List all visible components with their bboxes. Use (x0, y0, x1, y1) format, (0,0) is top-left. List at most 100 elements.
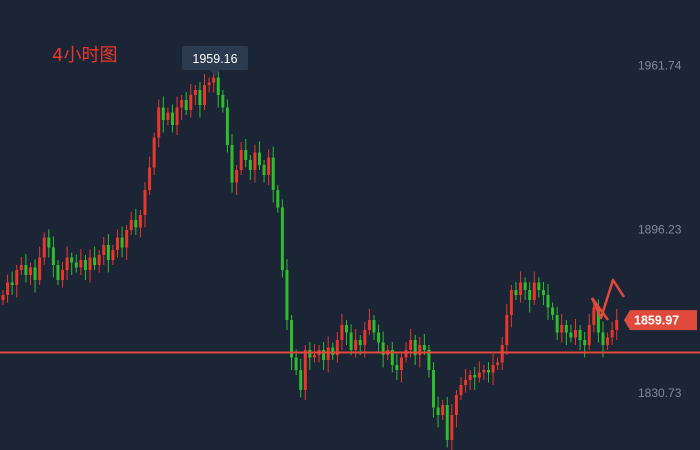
peak-tooltip-box (182, 46, 248, 70)
candle-body (280, 207, 284, 270)
candle-body (248, 160, 252, 170)
candle-body (180, 100, 184, 108)
candle-body (6, 282, 10, 295)
candle-body (587, 325, 591, 345)
candle-body (363, 330, 367, 345)
candle-body (184, 100, 188, 110)
candle-body (152, 137, 156, 168)
candle-body (134, 220, 138, 228)
candle-body (157, 107, 161, 138)
peak-tooltip: 1959.16 (182, 46, 248, 76)
candle-body (432, 370, 436, 408)
candle-body (399, 357, 403, 370)
current-price-box (624, 310, 697, 331)
candle-body (56, 265, 60, 280)
candle-body (358, 340, 362, 345)
candle-body (537, 282, 541, 290)
candle-body (138, 215, 142, 228)
candle-body (418, 345, 422, 355)
candle-body (610, 330, 614, 338)
candle-body (601, 332, 605, 345)
candle-body (390, 350, 394, 365)
candle-body (111, 250, 115, 260)
candle-body (331, 347, 335, 355)
candle-body (326, 347, 330, 360)
candle-body (148, 167, 152, 190)
candle-body (409, 340, 413, 350)
candle-body (221, 95, 225, 108)
candle-body (175, 107, 179, 125)
candle-body (51, 247, 55, 265)
candle-body (312, 355, 316, 358)
candle-body (193, 90, 197, 95)
candle-body (441, 405, 445, 415)
candle-body (459, 385, 463, 395)
candle-body (161, 107, 165, 120)
candle-body (606, 337, 610, 345)
candle-body (523, 282, 527, 290)
candle-body (486, 370, 490, 373)
candle-body (583, 340, 587, 345)
candle-body (569, 332, 573, 338)
peak-value-label: 1959.16 (192, 52, 237, 66)
candle-body (546, 295, 550, 308)
candle-body (514, 290, 518, 295)
candle-body (230, 145, 234, 183)
candle-body (93, 257, 97, 265)
candle-body (322, 350, 326, 360)
candle-body (404, 350, 408, 358)
peak-tooltip-pointer (210, 70, 220, 76)
candle-body (189, 95, 193, 110)
candle-body (308, 350, 312, 358)
candle-body (491, 365, 495, 373)
candle-body (560, 325, 564, 333)
candle-body (116, 237, 119, 250)
candle-body (79, 260, 83, 268)
candle-body (294, 357, 298, 370)
candle-body (1, 295, 5, 300)
candle-body (367, 320, 371, 330)
candle-body (28, 267, 32, 275)
candle-body (106, 245, 110, 260)
candle-body (596, 307, 600, 333)
candle-body (381, 342, 385, 355)
candle-body (354, 340, 358, 350)
candle-body (207, 82, 211, 85)
candle-body (285, 270, 289, 320)
projection-zigzag (590, 278, 626, 320)
candle-body (74, 262, 78, 268)
candle-body (125, 230, 129, 248)
candle-body (528, 290, 532, 300)
candle-body (19, 265, 23, 270)
candle-body (413, 340, 417, 355)
candle-body (47, 237, 51, 248)
candle-body (468, 375, 472, 380)
candle-body (335, 340, 339, 355)
y-tick-label-middle: 1896.23 (638, 222, 682, 236)
projection-arrow (590, 297, 610, 321)
candle-body (65, 257, 69, 270)
candle-body (505, 315, 509, 345)
candle-body (271, 157, 275, 190)
candles-group (1, 66, 619, 450)
current-price-tag: 1859.97 (624, 310, 697, 331)
candle-body (262, 165, 266, 175)
chart-title: 4小时图 (52, 45, 117, 66)
candle-body (574, 330, 577, 338)
candle-body (33, 267, 37, 280)
candle-body (509, 290, 513, 315)
candle-body (372, 320, 376, 333)
candle-body (267, 157, 271, 175)
candle-body (24, 265, 28, 275)
candle-body (464, 380, 468, 385)
candle-body (253, 152, 257, 170)
candle-body (42, 237, 46, 258)
candle-body (166, 112, 170, 120)
current-price-label: 1859.97 (634, 314, 679, 328)
candle-body (143, 190, 147, 215)
candle-body (61, 270, 65, 280)
candle-body (477, 372, 481, 378)
candle-body (120, 237, 124, 248)
candle-body (303, 350, 307, 390)
